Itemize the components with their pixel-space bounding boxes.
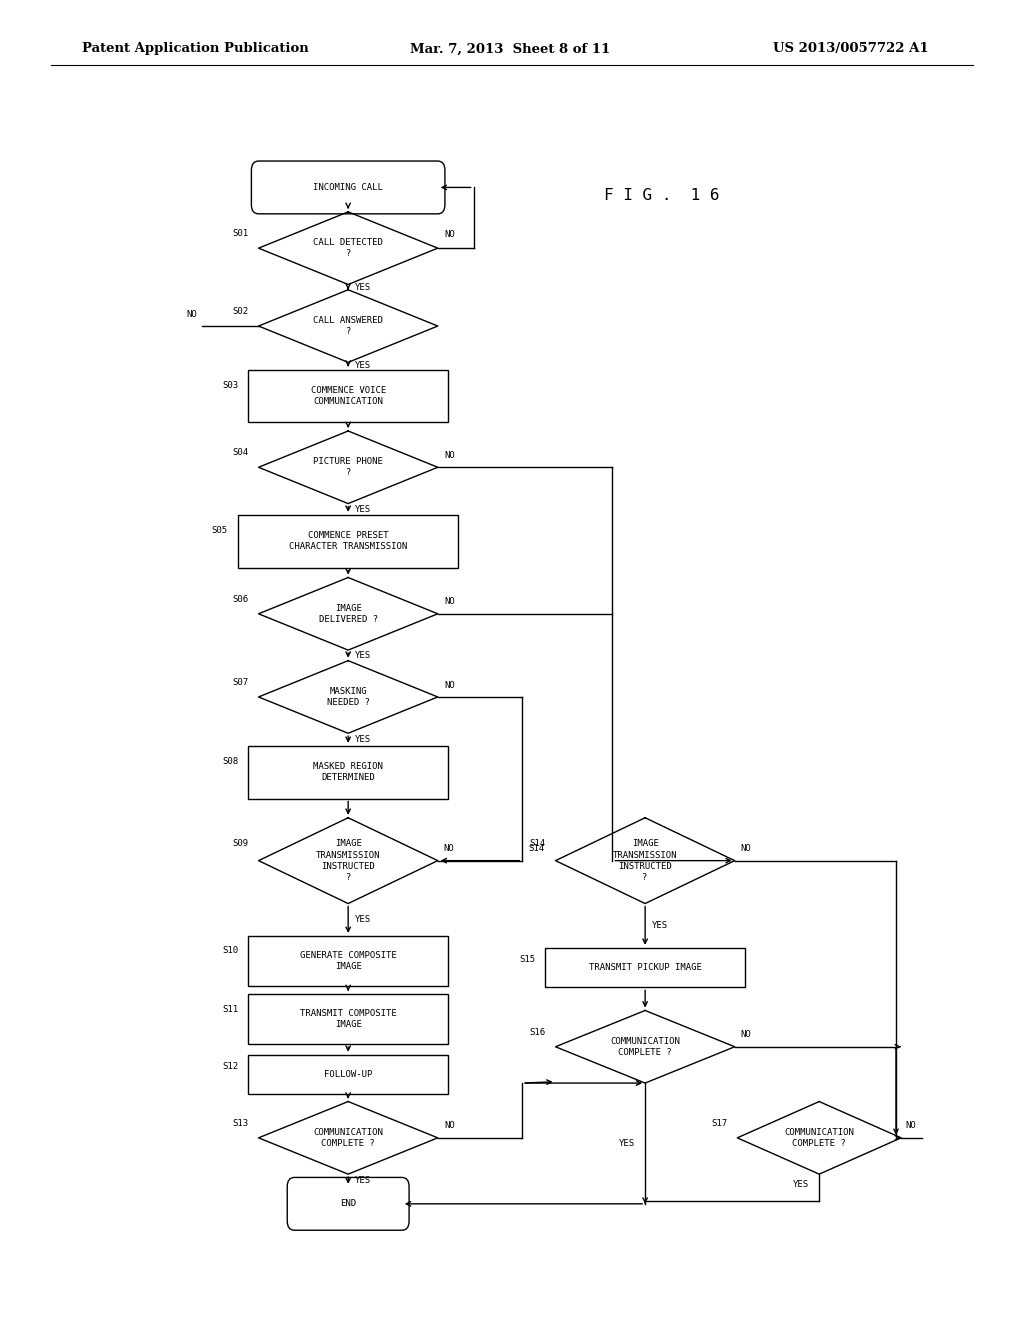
Text: S14: S14 [529,840,545,847]
Text: YES: YES [355,651,372,660]
Text: YES: YES [355,282,372,292]
Text: S16: S16 [529,1028,545,1036]
Text: S07: S07 [232,678,249,686]
Text: S02: S02 [232,308,249,315]
Text: PICTURE PHONE
?: PICTURE PHONE ? [313,457,383,478]
Text: COMMENCE PRESET
CHARACTER TRANSMISSION: COMMENCE PRESET CHARACTER TRANSMISSION [289,531,408,552]
Text: S09: S09 [232,840,249,847]
Text: COMMENCE VOICE
COMMUNICATION: COMMENCE VOICE COMMUNICATION [310,385,386,407]
Text: YES: YES [355,915,372,924]
Text: CALL DETECTED
?: CALL DETECTED ? [313,238,383,259]
Text: NO: NO [442,845,454,853]
Text: TRANSMIT PICKUP IMAGE: TRANSMIT PICKUP IMAGE [589,964,701,972]
Text: NO: NO [741,1031,752,1039]
Text: YES: YES [652,921,669,931]
Bar [249,370,449,422]
Text: MASKING
NEEDED ?: MASKING NEEDED ? [327,686,370,708]
Text: Mar. 7, 2013  Sheet 8 of 11: Mar. 7, 2013 Sheet 8 of 11 [410,42,610,55]
Text: F I G .  1 6: F I G . 1 6 [604,187,720,203]
Text: TRANSMIT COMPOSITE
IMAGE: TRANSMIT COMPOSITE IMAGE [300,1008,396,1030]
Text: YES: YES [355,504,372,513]
Bar [249,746,449,799]
Text: S04: S04 [232,449,249,457]
Text: S17: S17 [711,1119,727,1127]
Text: YES: YES [355,1176,372,1185]
Text: US 2013/0057722 A1: US 2013/0057722 A1 [773,42,929,55]
Text: S10: S10 [222,946,238,956]
Text: S13: S13 [232,1119,249,1127]
Text: END: END [340,1200,356,1208]
Text: S05: S05 [212,527,228,535]
Text: S08: S08 [222,758,238,766]
Bar [249,936,449,986]
Text: GENERATE COMPOSITE
IMAGE: GENERATE COMPOSITE IMAGE [300,950,396,972]
Text: NO: NO [741,845,752,853]
Text: YES: YES [618,1139,635,1148]
Text: NO: NO [444,1122,455,1130]
Text: IMAGE
TRANSMISSION
INSTRUCTED
?: IMAGE TRANSMISSION INSTRUCTED ? [613,840,677,882]
Text: COMMUNICATION
COMPLETE ?: COMMUNICATION COMPLETE ? [313,1127,383,1148]
Text: S14: S14 [528,845,545,853]
Text: S12: S12 [222,1063,238,1071]
Text: FOLLOW-UP: FOLLOW-UP [324,1071,373,1078]
Text: NO: NO [444,451,455,459]
Text: NO: NO [444,598,455,606]
Text: S15: S15 [519,956,535,964]
Text: S03: S03 [222,381,238,389]
Text: MASKED REGION
DETERMINED: MASKED REGION DETERMINED [313,762,383,783]
Text: NO: NO [905,1122,915,1130]
Bar [249,1055,449,1094]
Text: IMAGE
TRANSMISSION
INSTRUCTED
?: IMAGE TRANSMISSION INSTRUCTED ? [316,840,380,882]
Text: YES: YES [793,1180,809,1189]
Text: INCOMING CALL: INCOMING CALL [313,183,383,191]
Text: S06: S06 [232,595,249,603]
Text: S01: S01 [232,230,249,238]
Text: NO: NO [186,310,198,318]
Text: COMMUNICATION
COMPLETE ?: COMMUNICATION COMPLETE ? [610,1036,680,1057]
Text: S11: S11 [222,1005,238,1014]
Bar [239,515,459,568]
Text: CALL ANSWERED
?: CALL ANSWERED ? [313,315,383,337]
Text: Patent Application Publication: Patent Application Publication [82,42,308,55]
Text: YES: YES [355,362,372,371]
Text: NO: NO [444,681,455,689]
Text: NO: NO [444,231,455,239]
Bar [249,994,449,1044]
Text: YES: YES [355,735,372,744]
Text: COMMUNICATION
COMPLETE ?: COMMUNICATION COMPLETE ? [784,1127,854,1148]
Text: IMAGE
DELIVERED ?: IMAGE DELIVERED ? [318,603,378,624]
Bar [545,948,745,987]
